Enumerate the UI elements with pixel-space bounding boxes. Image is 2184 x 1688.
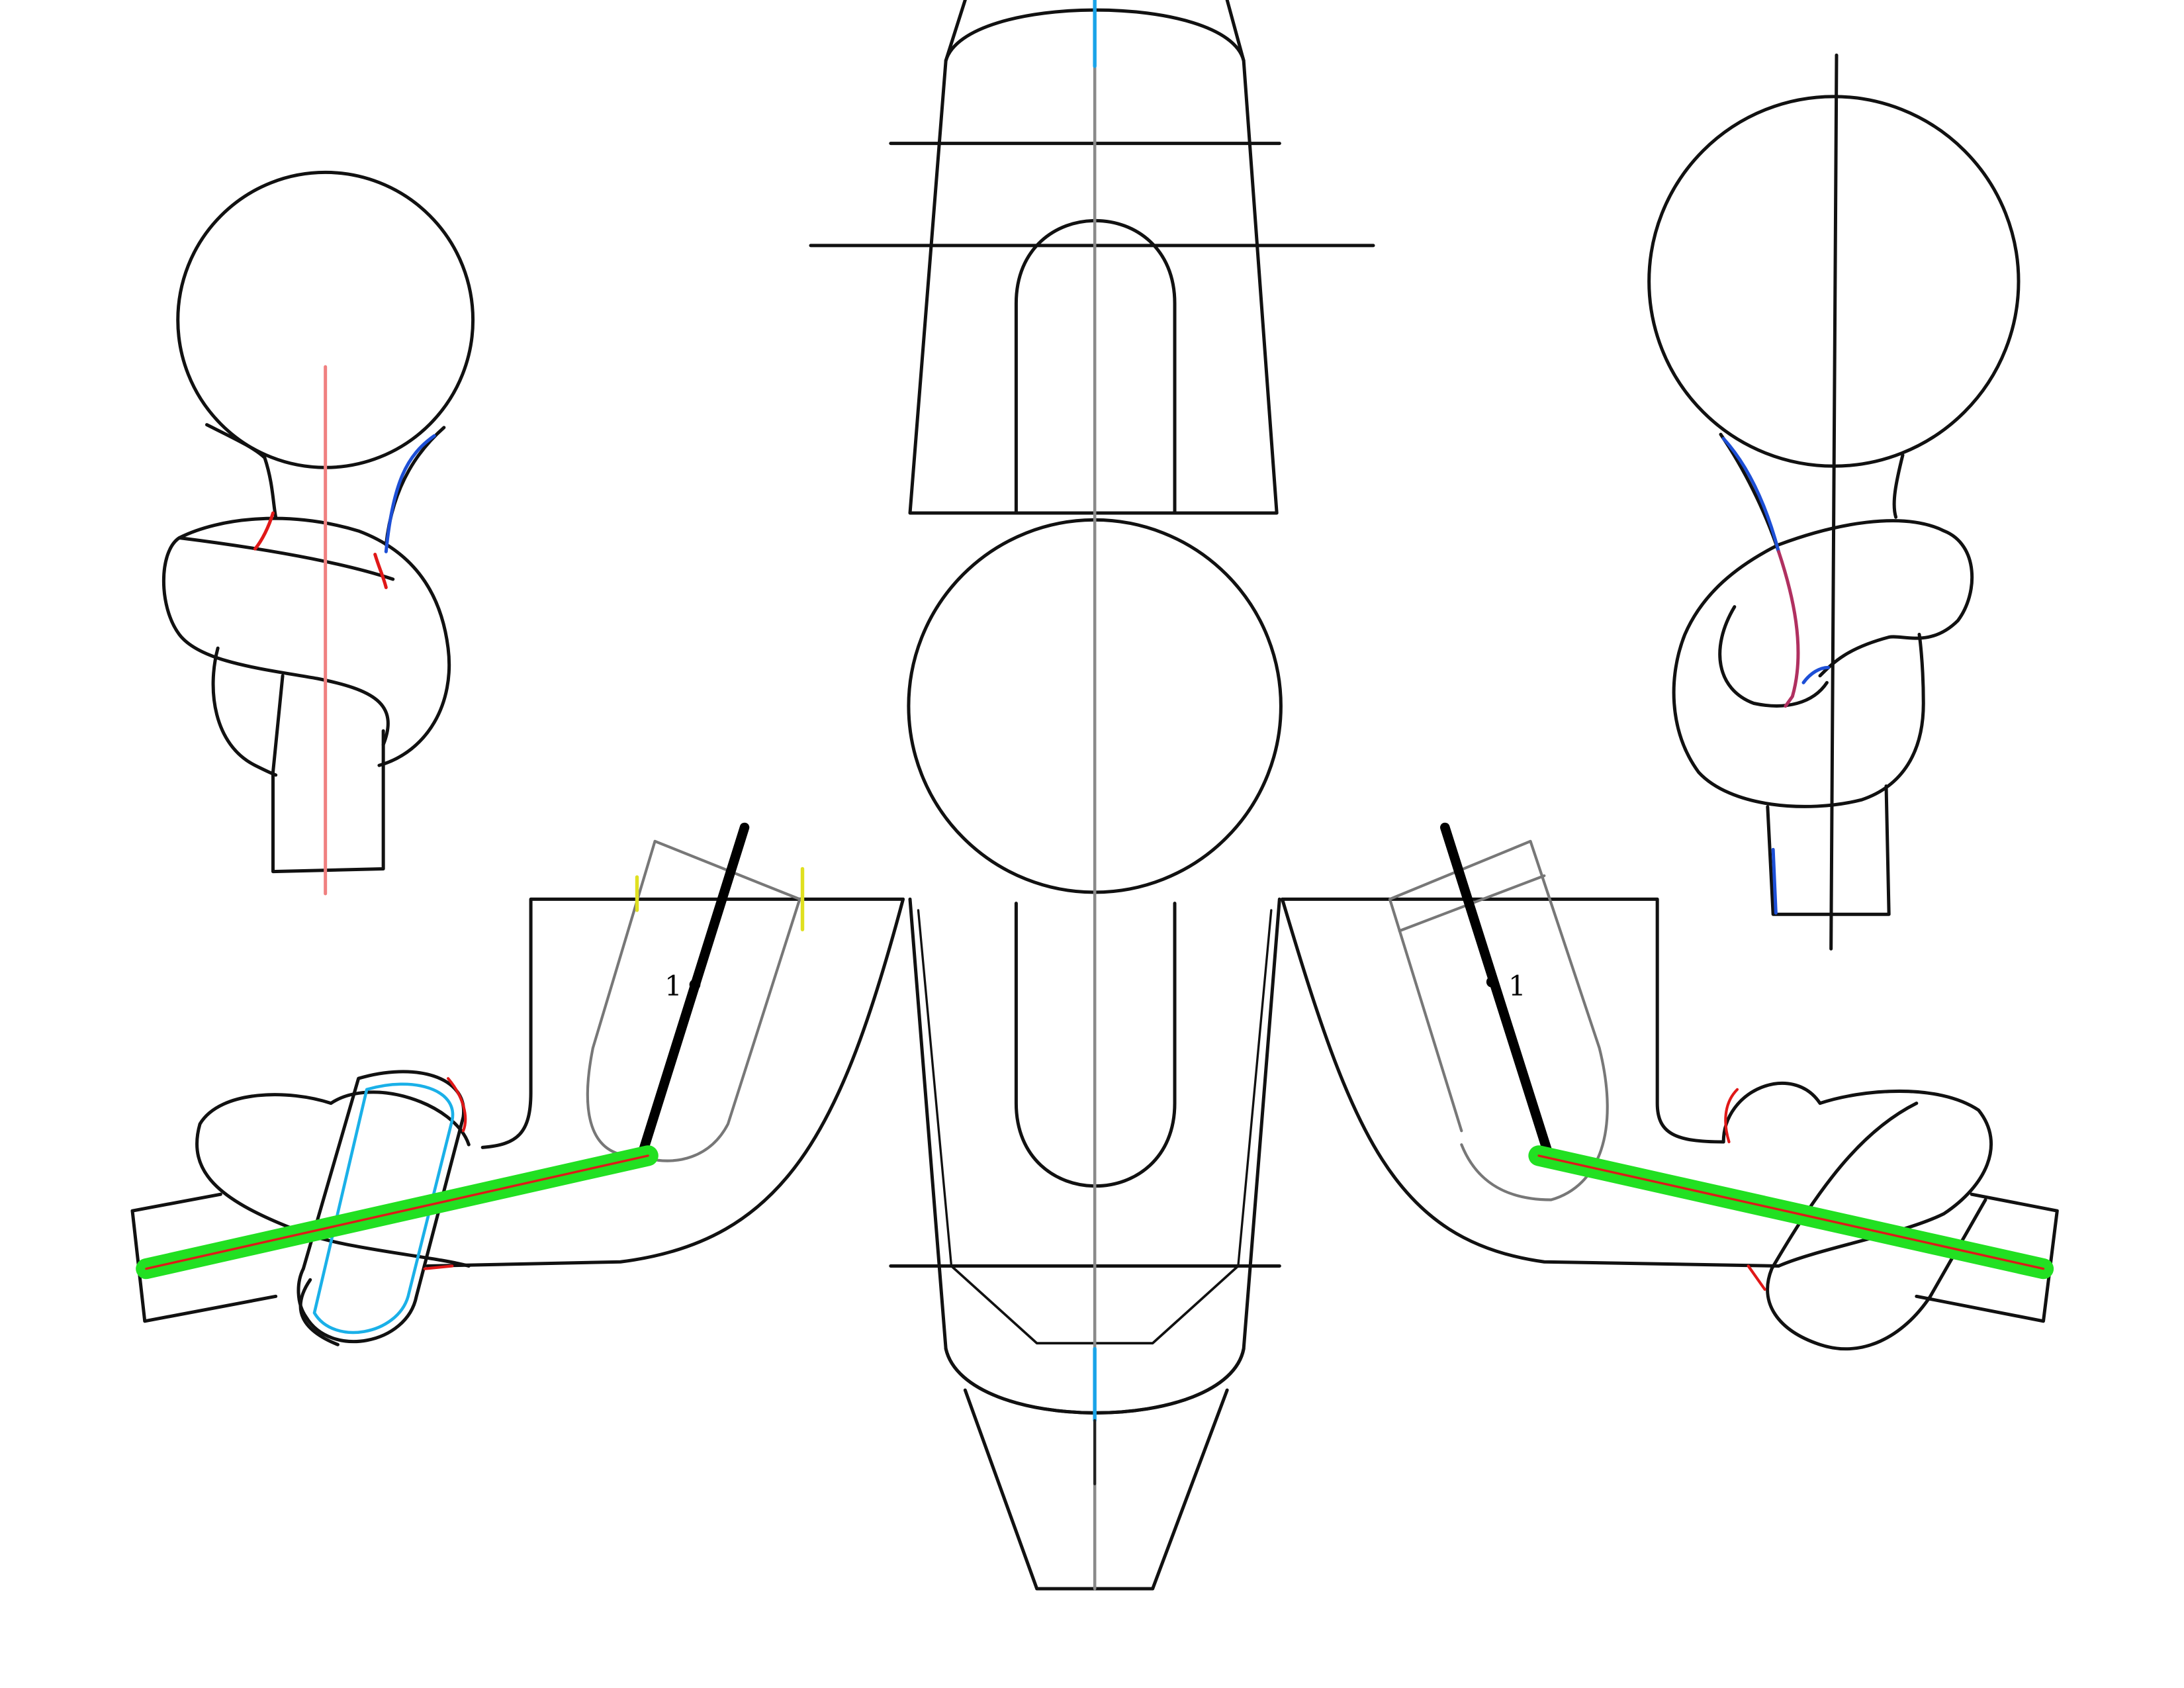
left-pivot <box>689 979 701 990</box>
right-mark-label: 1 <box>1508 970 1526 1002</box>
top-right-blue-2 <box>1801 665 1831 684</box>
top-left-red-2 <box>373 553 388 590</box>
top-left-wrap <box>161 516 451 767</box>
right-lower-knot: 1 <box>1388 822 2059 1351</box>
top-left-tube <box>271 674 385 874</box>
left-oval-red-1 <box>447 1077 467 1133</box>
shoulder-bar <box>426 897 1781 1268</box>
left-oval-cyan <box>312 1082 455 1335</box>
top-right-wrap <box>1672 519 1974 808</box>
right-pivot <box>1486 976 1498 988</box>
left-oval-red-2 <box>423 1264 454 1270</box>
lower-body-inner <box>917 909 1273 1268</box>
left-arm-outline <box>426 897 905 1268</box>
right-grey-tube <box>1388 839 1609 1201</box>
top-right-tube <box>1766 784 1891 916</box>
left-big-loop <box>195 1090 471 1268</box>
center-figure <box>809 0 1375 1591</box>
right-red-2 <box>1747 1264 1766 1291</box>
top-left-blue <box>384 434 436 553</box>
right-arm-outline <box>1281 897 1781 1268</box>
left-grey-tube <box>586 839 801 1162</box>
top-left-lower-lobe <box>211 646 278 777</box>
left-mark-label: 1 <box>664 970 682 1002</box>
top-right-axis <box>1829 53 1839 951</box>
right-red-1 <box>1724 1088 1739 1144</box>
left-angle-guide <box>637 822 750 1158</box>
top-right-knot <box>1647 53 2021 951</box>
left-red-axis <box>145 1154 649 1270</box>
left-lower-knot: 1 <box>130 822 805 1346</box>
top-right-magenta <box>1777 549 1800 708</box>
top-left-knot <box>161 170 475 896</box>
right-crossing-band <box>1766 1102 1987 1351</box>
left-knot-lobe <box>298 1278 340 1346</box>
right-red-axis <box>1537 1154 2045 1270</box>
top-right-blue-1 <box>1721 437 1781 553</box>
right-angle-guide <box>1440 822 1555 1164</box>
top-left-red-1 <box>253 511 275 551</box>
top-right-blue-3 <box>1771 847 1778 915</box>
